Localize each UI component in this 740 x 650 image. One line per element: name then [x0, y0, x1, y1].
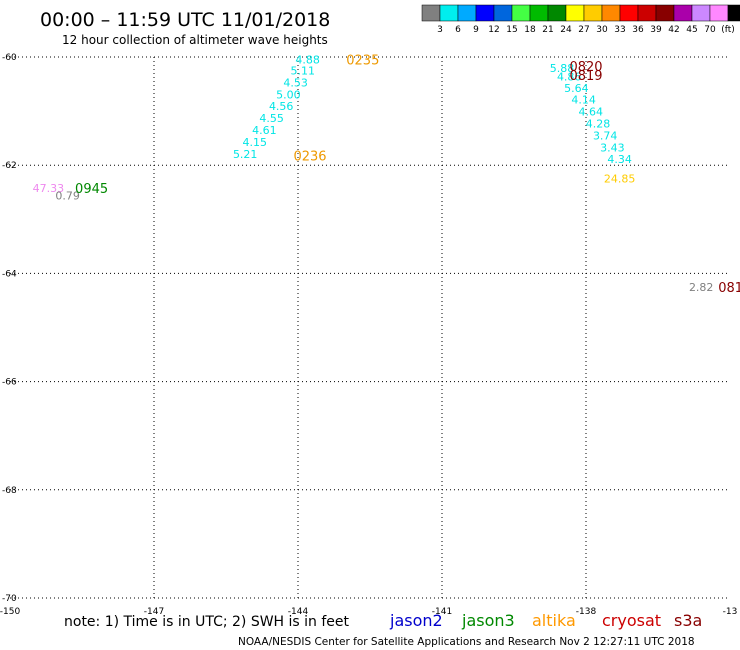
- color-swatch: [691, 4, 711, 22]
- wave-height-value: 5.21: [233, 148, 258, 161]
- color-swatch: [493, 4, 513, 22]
- color-swatch: [601, 4, 621, 22]
- y-axis-ticks: -60 -62 -64 -66 -68 -70: [2, 53, 17, 604]
- color-scale-label: 21: [542, 25, 553, 35]
- y-tick-label: -70: [2, 594, 17, 604]
- color-swatch: [475, 4, 495, 22]
- wave-height-value: 4.56: [269, 100, 294, 113]
- color-scale-bar: 3 6 9 12 15 18 21 24 27 30 33 36 39 42 45 70 (ft): [421, 4, 740, 35]
- y-tick-label: -68: [2, 486, 17, 496]
- footer-credit: NOAA/NESDIS Center for Satellite Applica…: [238, 636, 695, 648]
- color-swatch: [619, 4, 639, 22]
- wave-height-points: 4.885.114.535.004.564.554.614.155.21 5.88…: [33, 54, 714, 294]
- color-scale-label: 42: [668, 25, 679, 35]
- legend-jason2: jason2: [389, 611, 443, 630]
- wave-height-value: 5.11: [291, 65, 316, 78]
- wave-height-value: 4.61: [252, 124, 277, 137]
- x-tick-label: -144: [288, 607, 309, 617]
- color-swatch: [511, 4, 531, 22]
- color-scale-label: 36: [632, 25, 644, 35]
- color-swatch: [547, 4, 567, 22]
- wave-height-value: 2.82: [689, 281, 714, 294]
- pass-time-label: 0945: [75, 182, 108, 197]
- wave-height-value: 3.74: [593, 129, 618, 142]
- color-swatch: [709, 4, 729, 22]
- color-scale-label: 70: [704, 25, 716, 35]
- y-tick-label: -62: [2, 161, 17, 171]
- satellite-legend: jason2 jason3 altika cryosat s3a: [389, 611, 702, 630]
- pass-time-label: 0820: [569, 60, 602, 75]
- color-swatch: [421, 4, 441, 22]
- x-tick-label: -138: [576, 607, 597, 617]
- pass-time-label: 0819: [569, 69, 602, 84]
- wave-height-value: 3.43: [600, 141, 625, 154]
- color-scale-label: 18: [524, 25, 536, 35]
- x-tick-label: -13: [723, 607, 738, 617]
- x-tick-label: -147: [144, 607, 164, 617]
- wave-height-value: 4.14: [571, 94, 596, 107]
- y-tick-label: -64: [2, 269, 17, 279]
- color-swatch: [529, 4, 549, 22]
- color-swatch: [439, 4, 459, 22]
- x-tick-label: -150: [0, 607, 20, 617]
- wave-height-value: 4.86: [557, 70, 582, 83]
- color-scale-label: 12: [488, 25, 499, 35]
- wave-height-value: 0.79: [55, 189, 80, 202]
- color-swatch: [565, 4, 585, 22]
- grid-lines: [10, 56, 730, 599]
- legend-altika: altika: [532, 611, 576, 630]
- note-text: note: 1) Time is in UTC; 2) SWH is in fe…: [64, 614, 350, 630]
- pass-time-label: 0235: [346, 54, 379, 69]
- color-swatch: [655, 4, 675, 22]
- wave-height-value: 5.64: [564, 82, 589, 95]
- legend-cryosat: cryosat: [602, 611, 661, 630]
- color-scale-label: 27: [578, 25, 589, 35]
- color-scale-label: (ft): [721, 25, 735, 35]
- y-tick-label: -66: [2, 378, 17, 388]
- color-scale-label: 39: [650, 25, 662, 35]
- color-scale-label: 33: [614, 25, 625, 35]
- wave-height-value: 4.64: [579, 106, 604, 119]
- wave-height-value: 47.33: [33, 182, 65, 195]
- wave-height-value: 5.00: [276, 88, 301, 101]
- wave-height-value: 5.88: [550, 62, 575, 75]
- color-swatch: [583, 4, 603, 22]
- color-scale-label: 3: [437, 25, 443, 35]
- wave-height-value: 4.34: [607, 153, 632, 166]
- x-axis-ticks: -150 -147 -144 -141 -138 -13: [0, 607, 737, 617]
- wave-height-value: 4.55: [259, 112, 284, 125]
- wave-height-value: 4.53: [283, 76, 308, 89]
- y-tick-label: -60: [2, 53, 17, 63]
- color-scale-label: 6: [455, 25, 461, 35]
- color-scale-label: 9: [473, 25, 479, 35]
- wave-height-value: 4.15: [243, 136, 268, 149]
- chart-subtitle: 12 hour collection of altimeter wave hei…: [62, 33, 328, 47]
- legend-jason3: jason3: [461, 611, 515, 630]
- legend-s3a: s3a: [674, 611, 702, 630]
- color-swatch: [637, 4, 657, 22]
- color-swatch: [673, 4, 693, 22]
- color-scale-label: 45: [686, 25, 697, 35]
- pass-time-label: 0818: [718, 281, 740, 296]
- wave-height-value: 4.28: [586, 118, 611, 131]
- x-tick-label: -141: [432, 607, 452, 617]
- color-swatch: [457, 4, 477, 22]
- chart-title: 00:00 – 11:59 UTC 11/01/2018: [40, 9, 330, 31]
- wave-height-value: 4.88: [295, 54, 320, 67]
- color-scale-label: 24: [560, 25, 572, 35]
- color-swatch: [727, 4, 740, 22]
- pass-time-label: 0236: [293, 149, 326, 164]
- color-scale-label: 15: [506, 25, 517, 35]
- color-scale-label: 30: [596, 25, 608, 35]
- wave-height-value: 24.85: [604, 173, 636, 186]
